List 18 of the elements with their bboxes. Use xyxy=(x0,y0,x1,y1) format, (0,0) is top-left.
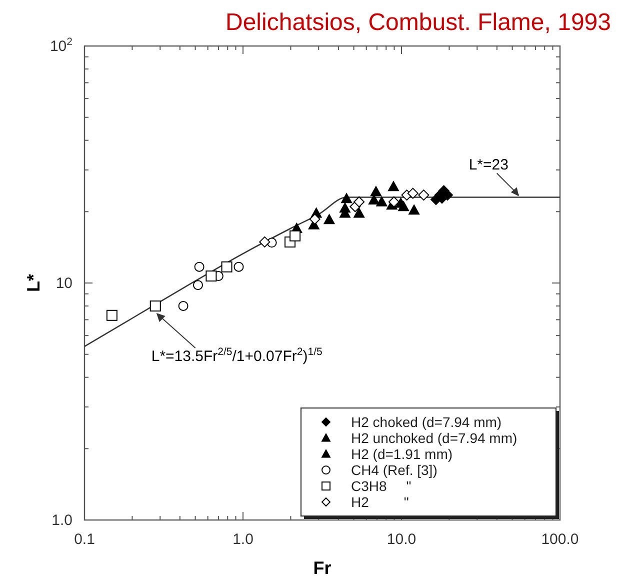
legend-label: H2 " xyxy=(351,494,409,510)
legend-label: H2 (d=1.91 mm) xyxy=(351,446,453,462)
annotation: L*=13.5Fr$^{2/5}$/1+0.07Fr$^{2}$)$^{1/5}$ xyxy=(151,346,323,365)
y-tick-label: 10$^{2}$ xyxy=(50,36,73,55)
legend-label: C3H8 " xyxy=(351,478,412,494)
y-tick-label: 1.0 xyxy=(52,512,72,529)
legend-label: CH4 (Ref. [3]) xyxy=(351,462,438,478)
y-axis-title: L* xyxy=(24,274,44,292)
legend-label: H2 choked (d=7.94 mm) xyxy=(351,414,502,430)
x-tick-label: 100.0 xyxy=(541,531,579,548)
x-tick-label: 0.1 xyxy=(74,531,95,548)
y-tick-label: 10 xyxy=(56,275,72,292)
x-axis-title: Fr xyxy=(313,558,332,578)
legend-label: H2 unchoked (d=7.94 mm) xyxy=(351,430,518,446)
annotation: L*=23 xyxy=(468,156,508,174)
x-tick-label: 10.0 xyxy=(386,531,416,548)
chart-title: Delichatsios, Combust. Flame, 1993 xyxy=(226,9,611,36)
x-tick-label: 1.0 xyxy=(232,531,254,548)
